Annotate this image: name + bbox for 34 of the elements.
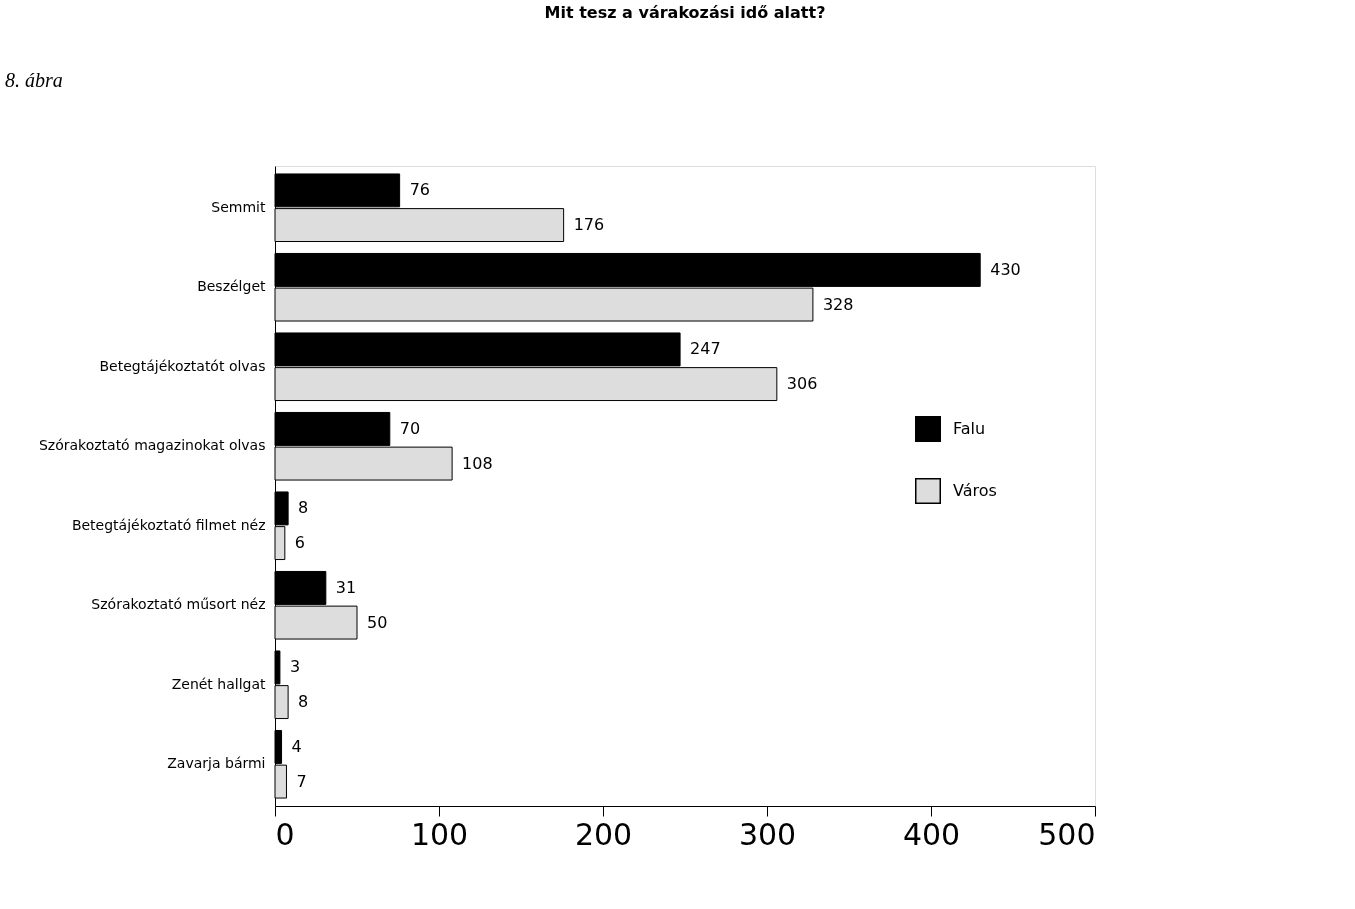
x-tick-label: 300 [738,816,797,852]
legend-label: Város [953,481,997,500]
data-label: 70 [399,418,421,438]
x-tick-label: 500 [1038,816,1096,852]
chart-title: Mit tesz a várakozási idő alatt? [544,3,826,22]
data-label: 430 [990,259,1021,279]
data-label: 31 [335,577,357,597]
y-tick-label: Betegtájékoztató filmet néz [71,516,266,533]
data-label: 3 [289,657,301,677]
y-tick-label: Zenét hallgat [171,675,266,692]
data-label: 50 [367,612,388,632]
x-tick-label: 400 [902,816,961,852]
data-label: 76 [409,180,430,200]
data-label: 8 [298,498,309,518]
data-label: 8 [298,692,309,712]
legend-label: Falu [953,419,986,438]
y-tick-label: Beszélget [197,278,266,295]
y-tick-label: Szórakoztató műsort néz [91,596,266,613]
data-label: 328 [822,294,854,314]
y-tick-label: Szórakoztató magazinokat olvas [38,437,266,454]
data-label: 306 [786,374,818,394]
x-tick-label: 100 [410,816,469,852]
data-label: 7 [296,771,307,791]
y-tick-label: Zavarja bármi [167,755,266,772]
x-tick-label: 0 [275,816,295,852]
y-tick-label: Betegtájékoztatót olvas [99,357,266,374]
data-label: 6 [294,533,306,553]
data-label: 108 [462,453,493,473]
data-label: 247 [690,339,721,359]
text: 8. ábra [5,69,63,91]
y-tick-label: Semmit [211,198,267,215]
data-label: 4 [291,736,302,756]
x-tick-label: 200 [574,816,633,852]
data-label: 176 [573,215,605,235]
